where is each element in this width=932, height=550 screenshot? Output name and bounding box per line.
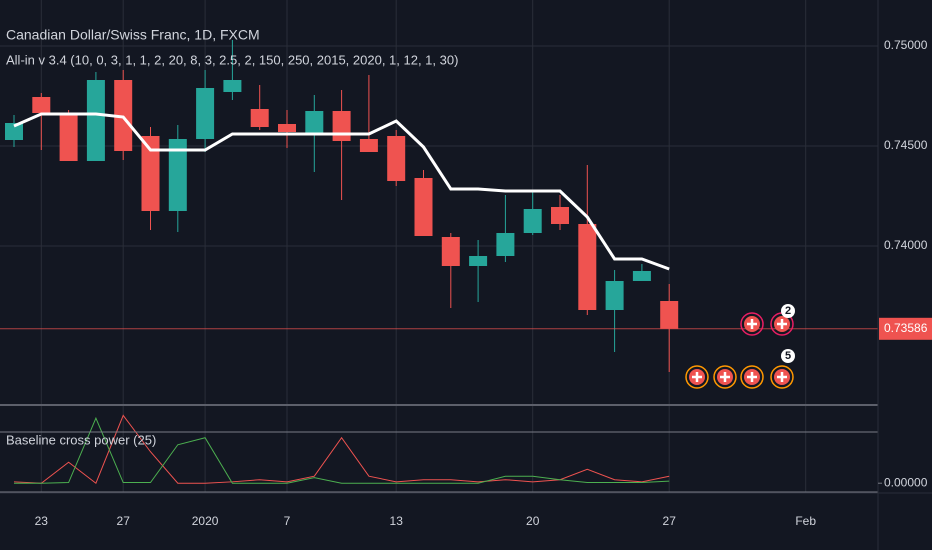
candle-body <box>414 178 433 236</box>
candle-body <box>305 111 324 133</box>
candle-body <box>223 80 242 92</box>
signal-badge: 5 <box>785 350 791 362</box>
plot <box>0 40 878 485</box>
candle-body <box>59 115 78 161</box>
candle-body <box>250 109 269 127</box>
x-tick-label: 27 <box>117 514 131 528</box>
candle-body <box>496 233 515 256</box>
candle-body <box>332 111 351 141</box>
signal-badge: 2 <box>785 305 791 317</box>
candle-body <box>578 224 597 310</box>
candle-body <box>278 124 296 132</box>
candle-body <box>387 136 406 181</box>
x-tick-label: 20 <box>526 514 540 528</box>
x-tick-label: Feb <box>795 514 816 528</box>
x-tick-label: 7 <box>284 514 291 528</box>
candle-body <box>441 237 460 266</box>
candle-body <box>469 256 488 266</box>
candle-body <box>196 88 215 139</box>
candle-body <box>523 209 542 233</box>
candle-body <box>632 271 651 281</box>
candle-body <box>5 123 23 140</box>
signals <box>685 304 795 389</box>
candle-body <box>86 80 105 161</box>
y-tick-label: 0.00000 <box>884 475 928 489</box>
candle-body <box>660 301 679 329</box>
candle-body <box>551 207 569 224</box>
candle-body <box>168 139 187 211</box>
y-tick-label: 0.74500 <box>884 138 928 152</box>
candle-body <box>141 136 160 211</box>
pane-title: Baseline cross power (25) <box>6 432 156 447</box>
last-price-box <box>879 317 932 340</box>
x-tick-label: 23 <box>35 514 49 528</box>
indicator-line <box>14 416 670 484</box>
candle-body <box>605 281 624 310</box>
last-price-label: 0.73586 <box>884 321 928 335</box>
x-tick-label: 13 <box>390 514 404 528</box>
x-tick-label: 27 <box>663 514 677 528</box>
candle-body <box>32 97 51 113</box>
candle-body <box>359 139 378 152</box>
indicator-label: All-in v 3.4 (10, 0, 3, 1, 1, 2, 20, 8, … <box>6 52 458 67</box>
baseline-line <box>13 112 670 271</box>
y-tick-label: 0.74000 <box>884 238 928 252</box>
y-tick-label: 0.75000 <box>884 38 928 52</box>
x-tick-label: 2020 <box>192 514 219 528</box>
chart-title: Canadian Dollar/Swiss Franc, 1D, FXCM <box>6 27 260 43</box>
